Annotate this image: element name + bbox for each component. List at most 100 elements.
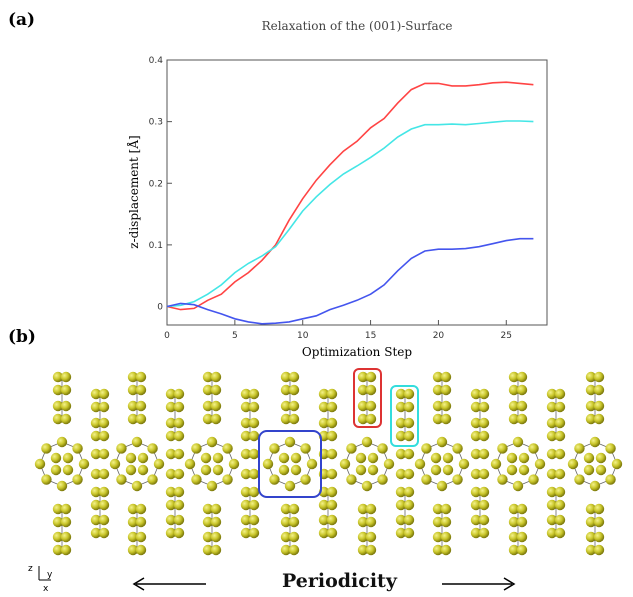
atom	[290, 464, 302, 476]
atom	[554, 514, 566, 526]
atom	[326, 401, 338, 413]
atom	[52, 371, 64, 383]
atom	[306, 458, 318, 470]
bond-lines	[39, 377, 618, 550]
atom	[357, 516, 369, 528]
atom	[490, 458, 502, 470]
x-tick-label: 15	[365, 331, 376, 341]
atom	[72, 474, 83, 485]
atom	[430, 464, 442, 476]
plot-frame	[166, 59, 548, 326]
atom	[442, 452, 454, 464]
x-tick-label: 20	[433, 331, 445, 341]
atom	[432, 531, 444, 543]
atom	[98, 527, 110, 539]
atom	[512, 436, 524, 448]
atom	[508, 384, 520, 396]
atom	[574, 443, 585, 454]
atom	[440, 371, 452, 383]
atom	[339, 458, 351, 470]
atom	[240, 448, 252, 460]
atom	[98, 430, 110, 442]
atom	[403, 514, 415, 526]
atom	[377, 474, 388, 485]
atom	[202, 384, 214, 396]
atom	[554, 401, 566, 413]
atom	[56, 480, 68, 492]
crystal-structure-figure	[34, 368, 623, 556]
panel-a-label: (a)	[8, 10, 36, 30]
atom	[60, 503, 72, 515]
atom	[326, 417, 338, 429]
atom	[52, 503, 64, 515]
atom	[173, 448, 185, 460]
atom	[90, 499, 102, 511]
atom	[593, 503, 605, 515]
atom	[280, 544, 292, 556]
atom	[90, 448, 102, 460]
atom	[202, 400, 214, 412]
atom	[206, 436, 218, 448]
atom	[567, 458, 579, 470]
atom	[52, 413, 64, 425]
atom	[72, 443, 83, 454]
atom	[518, 464, 530, 476]
atom	[60, 413, 72, 425]
atom	[240, 514, 252, 526]
atom	[240, 486, 252, 498]
atom	[202, 516, 214, 528]
atom	[210, 371, 222, 383]
atom	[554, 486, 566, 498]
atom	[248, 388, 260, 400]
atom	[280, 384, 292, 396]
atom	[125, 464, 137, 476]
atom	[512, 480, 524, 492]
atom	[593, 371, 605, 383]
x-axis-label: Optimization Step	[302, 345, 412, 359]
atom	[280, 503, 292, 515]
series-line-2	[166, 120, 534, 308]
x-tick-label: 10	[297, 331, 309, 341]
atom	[365, 400, 377, 412]
atom	[240, 468, 252, 480]
atom	[240, 417, 252, 429]
atom	[62, 464, 74, 476]
atom	[470, 417, 482, 429]
atom	[478, 448, 490, 460]
atom	[165, 401, 177, 413]
atom	[127, 516, 139, 528]
svg-text:z: z	[28, 564, 33, 574]
atom	[326, 486, 338, 498]
atom	[478, 401, 490, 413]
atom	[326, 527, 338, 539]
atom	[436, 480, 448, 492]
atom	[377, 443, 388, 454]
atom	[403, 430, 415, 442]
atom	[593, 544, 605, 556]
atom	[395, 499, 407, 511]
y-tick-label: 0.1	[149, 241, 163, 251]
atom	[173, 401, 185, 413]
series-line-1	[166, 81, 534, 311]
atom	[593, 400, 605, 412]
atom	[318, 527, 330, 539]
atom	[478, 417, 490, 429]
atom	[546, 527, 558, 539]
atom	[326, 499, 338, 511]
atom	[50, 464, 62, 476]
atom	[248, 417, 260, 429]
atom	[222, 474, 233, 485]
atom	[165, 499, 177, 511]
atom	[98, 514, 110, 526]
atom	[365, 371, 377, 383]
atom	[147, 474, 158, 485]
atom	[127, 371, 139, 383]
atom	[452, 443, 463, 454]
atom	[210, 413, 222, 425]
atom	[357, 531, 369, 543]
atom	[403, 486, 415, 498]
atom	[365, 531, 377, 543]
atom	[589, 480, 601, 492]
atom	[284, 480, 296, 492]
atom	[478, 499, 490, 511]
